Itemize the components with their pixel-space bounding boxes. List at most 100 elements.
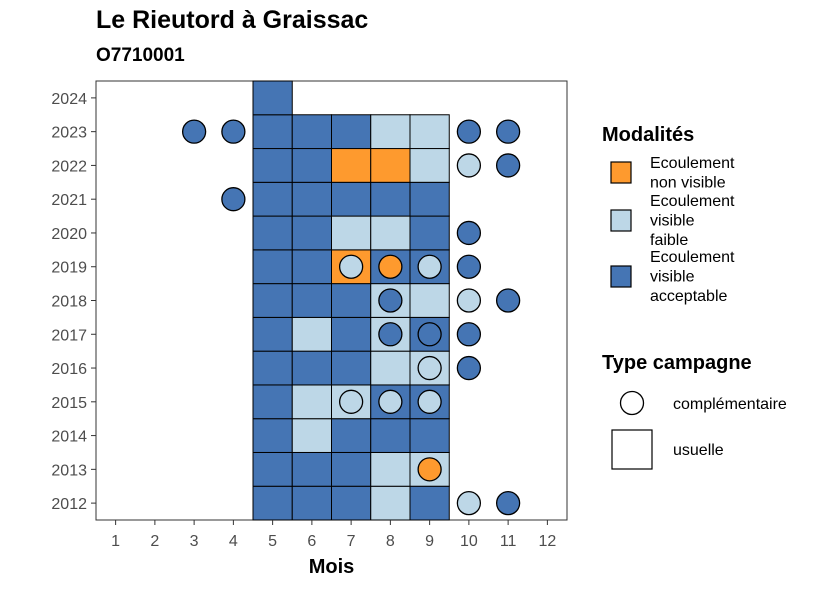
tile-usuelle [331, 485, 372, 521]
point-complementaire [456, 119, 482, 144]
x-tick-label: 10 [460, 533, 478, 550]
tile-usuelle [409, 148, 450, 183]
tile-usuelle [252, 148, 293, 183]
point-complementaire [417, 355, 442, 381]
tile-usuelle [331, 418, 372, 453]
x-tick-label: 3 [190, 533, 199, 550]
legend-key-visible_acceptable [610, 265, 632, 288]
tile-usuelle [370, 451, 411, 487]
point-complementaire [417, 457, 442, 482]
point-complementaire [456, 254, 482, 279]
point-complementaire [221, 187, 246, 212]
tile-usuelle [331, 350, 372, 386]
y-tick-label: 2018 [51, 294, 87, 311]
chart-title: Le Rieutord à Graissac [96, 6, 369, 34]
legend-label-visible_acceptable: acceptable [650, 288, 727, 305]
y-tick-label: 2019 [51, 260, 87, 277]
x-tick-label: 9 [425, 533, 434, 550]
tile-usuelle [252, 283, 293, 318]
legend-key-visible_faible [610, 209, 632, 232]
x-tick-label: 5 [268, 533, 277, 550]
tile-usuelle [291, 114, 332, 150]
tile-usuelle [252, 350, 293, 386]
point-complementaire [378, 254, 403, 279]
y-tick-label: 2016 [51, 361, 87, 378]
legend-label-complementaire: complémentaire [673, 396, 787, 413]
point-complementaire [456, 153, 482, 178]
legends: Modalités Ecoulement non visible Ecoulement… [602, 124, 787, 470]
tile-usuelle [252, 451, 293, 487]
tile-usuelle [409, 485, 450, 521]
point-complementaire [495, 288, 521, 313]
x-tick-label: 7 [347, 533, 356, 550]
y-tick-label: 2024 [51, 91, 87, 108]
legend-label-visible_acceptable: Ecoulement [650, 249, 735, 266]
point-complementaire [181, 119, 207, 144]
legend-label-non_visible: non visible [650, 174, 726, 191]
tile-usuelle [370, 485, 411, 521]
axes: 1 2 3 4 5 6 7 8 9 10 11 122012201320142015201620172… [51, 91, 556, 578]
legend-label-visible_faible: faible [650, 232, 688, 249]
tile-usuelle [409, 114, 450, 150]
tile-usuelle [291, 215, 332, 251]
x-tick-label: 12 [538, 533, 556, 550]
tile-usuelle [252, 384, 293, 420]
point-complementaire [338, 254, 364, 279]
x-tick-label: 4 [229, 533, 238, 550]
point-complementaire [456, 490, 482, 516]
plot-area [95, 80, 568, 521]
legend-label-visible_faible: Ecoulement [650, 193, 735, 210]
legend-label-non_visible: Ecoulement [650, 155, 735, 172]
point-complementaire [456, 288, 482, 313]
tile-usuelle [291, 485, 332, 521]
tile-usuelle [370, 181, 411, 217]
tile-usuelle [331, 181, 372, 217]
point-complementaire [378, 288, 403, 313]
point-complementaire [221, 119, 246, 144]
tile-usuelle [252, 418, 293, 453]
tile-usuelle [370, 418, 411, 453]
point-complementaire [378, 322, 403, 347]
tile-usuelle [409, 418, 450, 453]
tile-usuelle [331, 316, 372, 352]
tile-usuelle [291, 148, 332, 183]
x-tick-label: 1 [111, 533, 120, 550]
point-complementaire [417, 389, 442, 414]
y-tick-label: 2013 [51, 462, 87, 479]
tile-usuelle [331, 215, 372, 251]
x-axis-title: Mois [309, 556, 355, 578]
tile-usuelle [409, 181, 450, 217]
point-complementaire [456, 322, 482, 347]
y-tick-label: 2023 [51, 125, 87, 142]
y-tick-label: 2022 [51, 158, 87, 175]
tile-usuelle [291, 316, 332, 352]
point-complementaire [417, 322, 442, 347]
point-complementaire [495, 119, 521, 144]
tile-usuelle [409, 215, 450, 251]
x-tick-label: 11 [500, 533, 517, 550]
y-tick-label: 2014 [51, 429, 87, 446]
tile-usuelle [252, 485, 293, 521]
tile-usuelle [252, 249, 293, 285]
x-tick-label: 8 [386, 533, 395, 550]
chart-subtitle: O7710001 [96, 45, 185, 66]
tile-usuelle [409, 283, 450, 318]
tile-usuelle [252, 80, 293, 116]
legend-key-non_visible [610, 161, 632, 184]
point-complementaire [456, 220, 482, 246]
x-tick-label: 6 [307, 533, 316, 550]
legend-title-modalites: Modalités [602, 124, 694, 146]
y-tick-label: 2021 [51, 192, 87, 209]
tile-usuelle [370, 148, 411, 183]
y-tick-label: 2020 [51, 226, 87, 243]
tile-usuelle [331, 148, 372, 183]
tile-usuelle [370, 350, 411, 386]
tile-usuelle [252, 114, 293, 150]
point-complementaire [456, 355, 482, 381]
tile-usuelle [291, 249, 332, 285]
x-tick-label: 2 [150, 533, 159, 550]
tile-usuelle [252, 316, 293, 352]
legend-key-usuelle [611, 429, 653, 470]
point-complementaire [417, 254, 442, 279]
